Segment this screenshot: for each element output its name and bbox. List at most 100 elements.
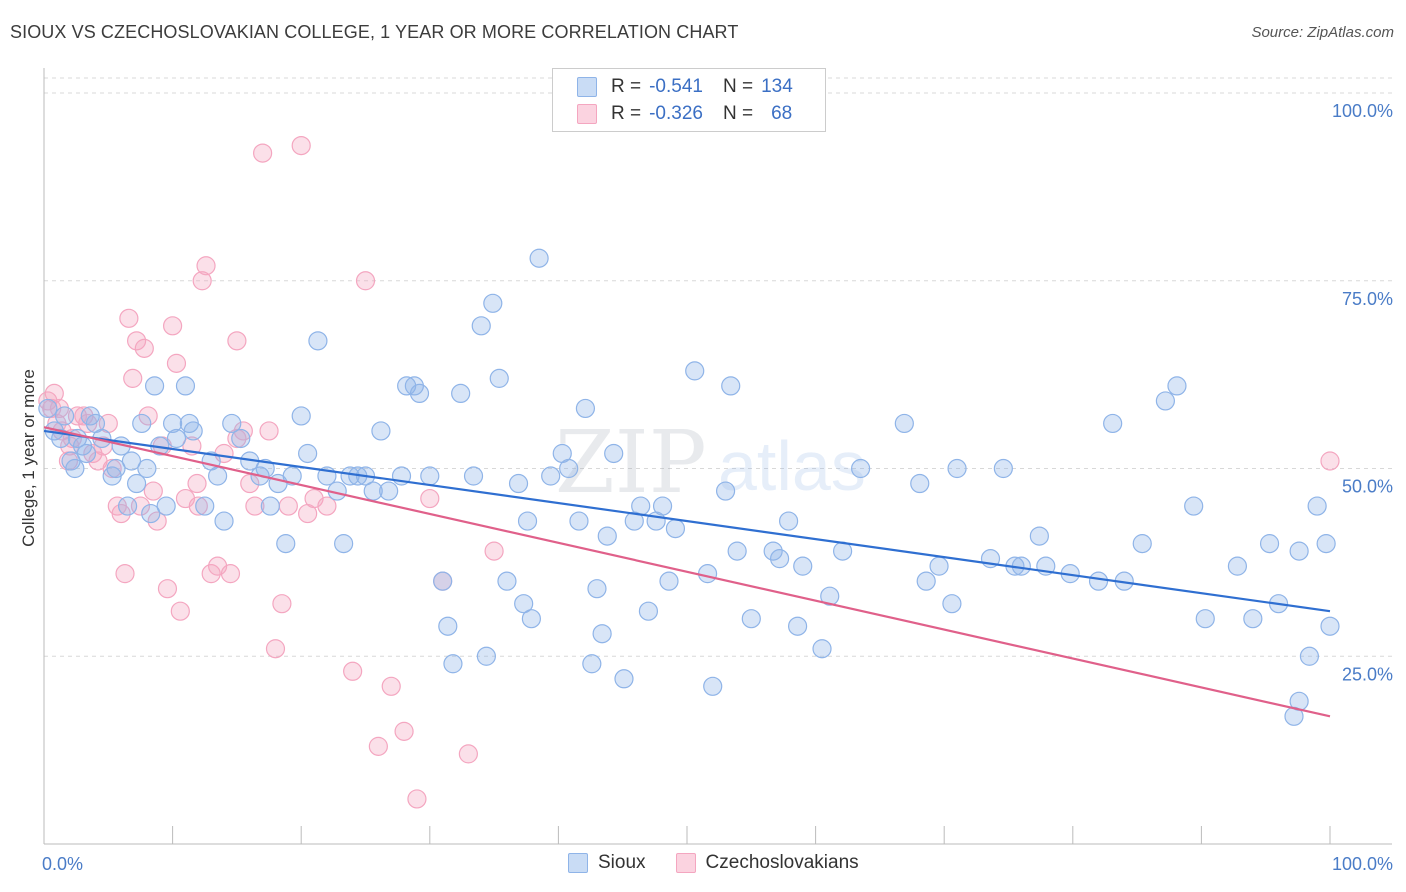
- data-point: [1243, 609, 1263, 629]
- data-point: [231, 428, 251, 449]
- data-point: [144, 376, 165, 396]
- data-point: [343, 661, 363, 681]
- data-point: [420, 488, 440, 509]
- data-point: [763, 541, 783, 561]
- data-point: [134, 338, 154, 358]
- data-point: [233, 421, 253, 441]
- data-point: [196, 256, 216, 276]
- data-point: [163, 316, 183, 336]
- data-point: [592, 624, 612, 644]
- data-point: [769, 549, 790, 569]
- legend-label-sioux: Sioux: [598, 852, 646, 873]
- data-point: [529, 248, 549, 268]
- data-point: [276, 534, 296, 554]
- data-point: [379, 481, 399, 501]
- data-point: [166, 353, 187, 373]
- data-point: [1132, 534, 1152, 554]
- data-point: [484, 541, 504, 561]
- data-point: [451, 383, 471, 404]
- data-point: [659, 571, 679, 591]
- data-point: [123, 368, 143, 388]
- data-point: [463, 466, 484, 486]
- watermark: ZIP atlas: [555, 413, 866, 513]
- data-point: [820, 586, 840, 606]
- data-point: [471, 316, 491, 336]
- data-point: [597, 526, 617, 546]
- data-point: [78, 413, 98, 434]
- data-point: [137, 458, 157, 479]
- data-point: [195, 496, 215, 516]
- data-point: [1227, 556, 1248, 576]
- data-point: [291, 135, 311, 156]
- data-point: [715, 481, 736, 501]
- data-point: [575, 398, 596, 419]
- data-point: [121, 451, 142, 471]
- data-point: [894, 413, 914, 434]
- data-point: [569, 511, 589, 531]
- data-point: [721, 376, 741, 396]
- legend-item-czechoslovakians[interactable]: Czechoslovakians: [675, 852, 859, 874]
- data-point: [260, 496, 280, 516]
- data-point: [582, 654, 602, 674]
- data-point: [227, 331, 247, 351]
- data-point: [183, 421, 203, 441]
- data-point: [685, 361, 705, 381]
- data-point: [76, 443, 97, 464]
- data-point: [187, 473, 207, 494]
- y-tick-label: 75.0%: [1342, 289, 1393, 309]
- data-point: [665, 518, 686, 539]
- data-point: [317, 496, 337, 516]
- data-point: [175, 376, 196, 396]
- x-tick-label: 100.0%: [1332, 854, 1393, 874]
- data-point: [371, 421, 391, 441]
- data-point: [119, 308, 139, 328]
- bottom-legend: Sioux Czechoslovakians: [568, 852, 889, 874]
- data-point: [334, 534, 354, 554]
- data-point: [253, 143, 273, 163]
- data-point: [272, 594, 292, 614]
- y-tick-label: 50.0%: [1342, 477, 1393, 497]
- legend-n-label: N =: [722, 103, 754, 124]
- data-point: [916, 571, 936, 591]
- data-point: [514, 594, 534, 614]
- data-point: [298, 443, 318, 464]
- data-point: [407, 789, 427, 809]
- data-point: [1088, 571, 1109, 591]
- legend-row-sioux: R = -0.541 N = 134: [577, 74, 793, 100]
- data-point: [778, 511, 799, 531]
- data-point: [1299, 646, 1320, 666]
- legend-r-value: -0.326: [649, 103, 703, 124]
- data-point: [420, 466, 440, 486]
- x-tick-label: 0.0%: [42, 854, 83, 874]
- data-point: [604, 443, 624, 464]
- data-point: [141, 503, 161, 524]
- data-point: [363, 481, 383, 501]
- data-point: [559, 458, 579, 479]
- legend-item-sioux[interactable]: Sioux: [568, 852, 646, 874]
- data-point: [942, 594, 962, 614]
- data-point: [631, 496, 651, 516]
- legend-label-czechoslovakians: Czechoslovakians: [705, 852, 859, 873]
- data-point: [851, 458, 871, 479]
- data-point: [265, 639, 286, 659]
- data-point: [188, 496, 208, 516]
- data-point: [220, 564, 241, 584]
- data-point: [787, 616, 808, 636]
- data-point: [1167, 376, 1187, 396]
- data-point: [638, 601, 659, 621]
- data-point: [443, 654, 463, 674]
- watermark-zip: ZIP: [555, 413, 707, 513]
- data-point: [1320, 616, 1340, 636]
- data-point: [54, 406, 75, 426]
- data-point: [521, 609, 541, 629]
- data-point: [812, 639, 832, 659]
- data-point: [727, 541, 747, 561]
- data-point: [614, 669, 634, 689]
- data-point: [587, 579, 607, 599]
- data-point: [1155, 391, 1175, 411]
- legend-n-value: 134: [761, 76, 793, 97]
- data-point: [741, 609, 761, 629]
- data-point: [115, 564, 135, 584]
- data-point: [433, 571, 453, 591]
- legend-n-label: N =: [722, 76, 754, 97]
